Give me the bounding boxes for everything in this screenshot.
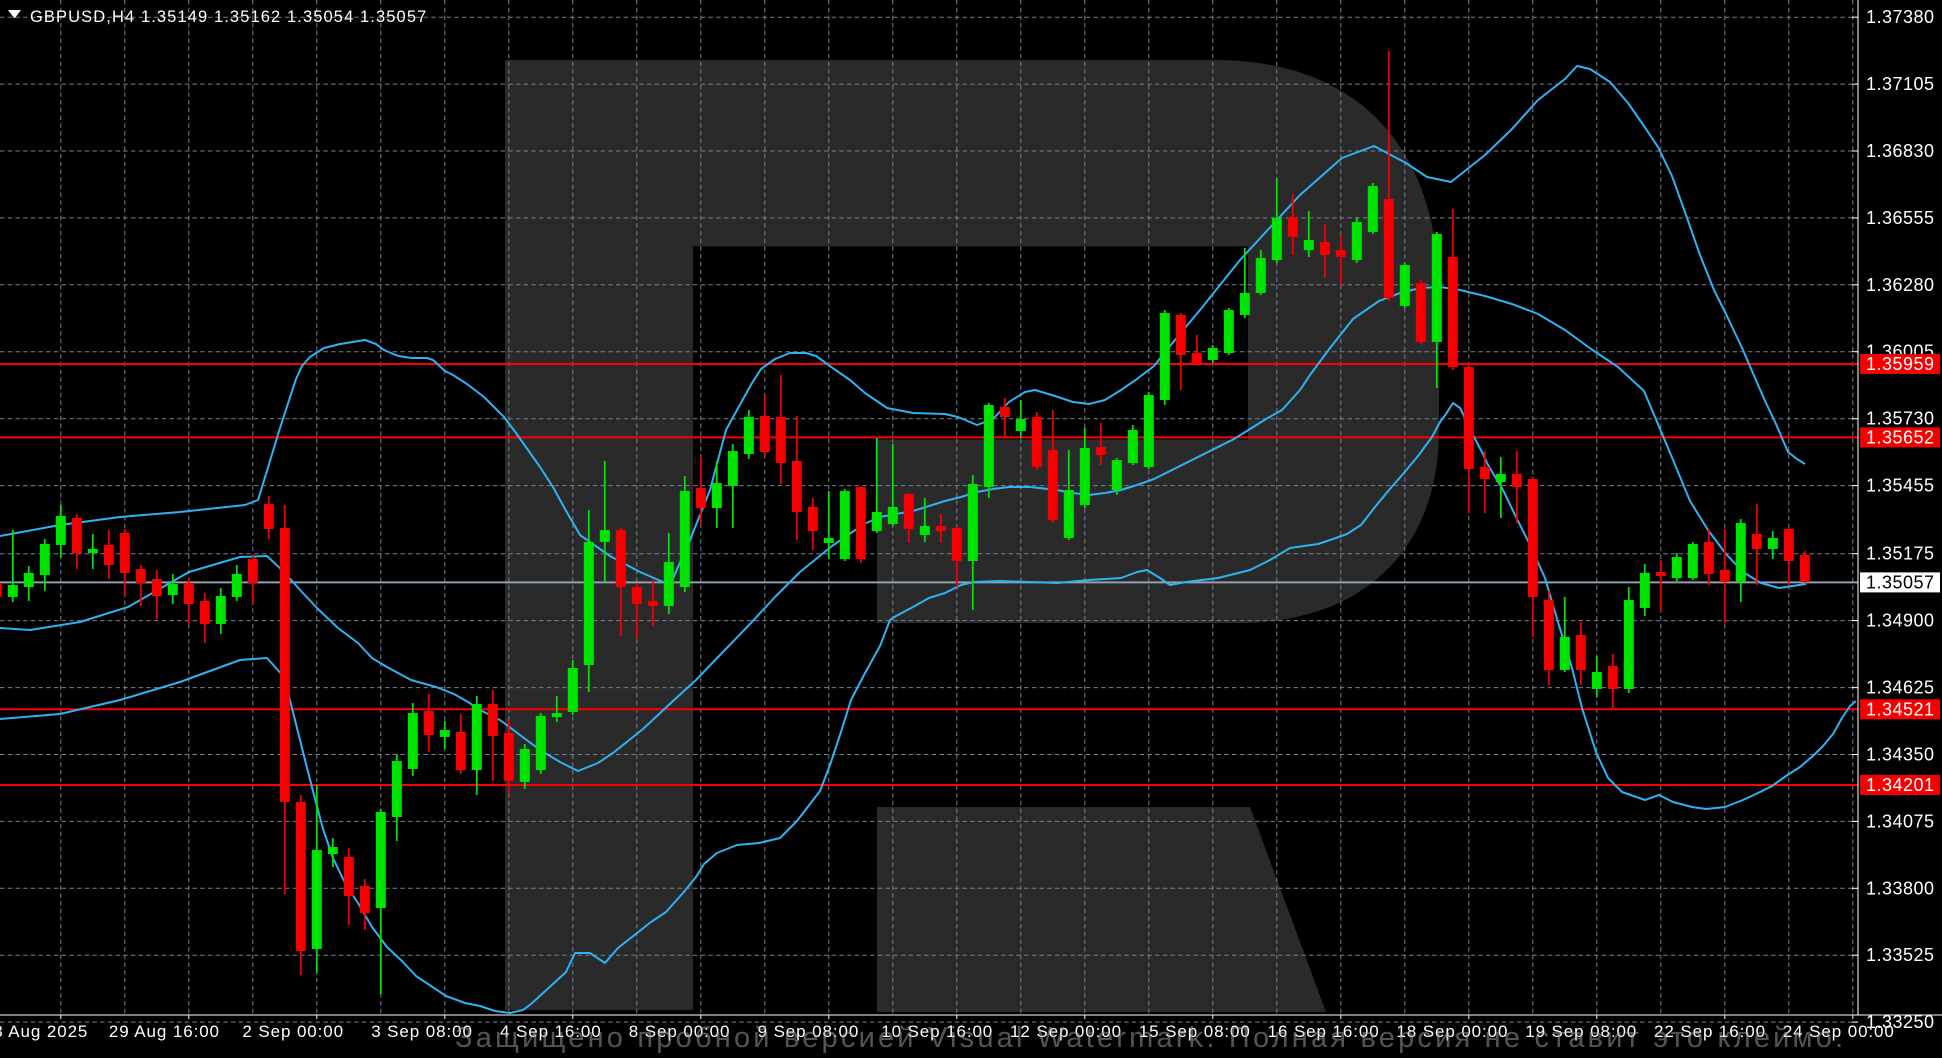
- svg-text:18 Sep 00:00: 18 Sep 00:00: [1396, 1022, 1508, 1041]
- svg-text:1.35730: 1.35730: [1866, 409, 1935, 429]
- svg-text:1.35455: 1.35455: [1866, 476, 1935, 496]
- svg-text:10 Sep 16:00: 10 Sep 16:00: [881, 1022, 993, 1041]
- svg-text:Защищено пробной версией Visua: Защищено пробной версией Visual Watermar…: [455, 1022, 1846, 1054]
- svg-text:1.33525: 1.33525: [1866, 945, 1935, 965]
- svg-text:29 Aug 16:00: 29 Aug 16:00: [109, 1022, 220, 1041]
- svg-text:1.35959: 1.35959: [1866, 354, 1935, 374]
- svg-text:1.37380: 1.37380: [1866, 7, 1935, 27]
- svg-text:2 Sep 00:00: 2 Sep 00:00: [242, 1022, 344, 1041]
- svg-text:16 Sep 16:00: 16 Sep 16:00: [1268, 1022, 1380, 1041]
- svg-text:1.34201: 1.34201: [1866, 775, 1935, 795]
- svg-text:1.35652: 1.35652: [1866, 427, 1935, 447]
- svg-text:12 Sep 00:00: 12 Sep 00:00: [1010, 1022, 1122, 1041]
- svg-text:15 Sep 08:00: 15 Sep 08:00: [1139, 1022, 1251, 1041]
- svg-text:1.33800: 1.33800: [1866, 878, 1935, 898]
- svg-text:8 Sep 00:00: 8 Sep 00:00: [629, 1022, 731, 1041]
- svg-text:1.36555: 1.36555: [1866, 208, 1935, 228]
- svg-text:1.34350: 1.34350: [1866, 745, 1935, 765]
- svg-text:4 Sep 16:00: 4 Sep 16:00: [500, 1022, 602, 1041]
- svg-text:1.34625: 1.34625: [1866, 678, 1935, 698]
- svg-text:1.34521: 1.34521: [1866, 699, 1935, 719]
- svg-text:1.34900: 1.34900: [1866, 611, 1935, 631]
- svg-text:1.36280: 1.36280: [1866, 275, 1935, 295]
- svg-text:1.35057: 1.35057: [1866, 572, 1935, 592]
- svg-text:GBPUSD,H4 1.35149 1.35162 1.3: GBPUSD,H4 1.35149 1.35162 1.35054 1.3505…: [30, 8, 427, 26]
- svg-text:22 Sep 16:00: 22 Sep 16:00: [1654, 1022, 1766, 1041]
- svg-text:1.33250: 1.33250: [1866, 1012, 1935, 1032]
- svg-text:3 Sep 08:00: 3 Sep 08:00: [371, 1022, 473, 1041]
- svg-text:1.37105: 1.37105: [1866, 74, 1935, 94]
- svg-text:19 Sep 08:00: 19 Sep 08:00: [1525, 1022, 1637, 1041]
- svg-text:1.34075: 1.34075: [1866, 811, 1935, 831]
- svg-text:9 Sep 08:00: 9 Sep 08:00: [758, 1022, 860, 1041]
- svg-text:1.36830: 1.36830: [1866, 141, 1935, 161]
- svg-text:1.35175: 1.35175: [1866, 544, 1935, 564]
- svg-text:24 Sep 00:00: 24 Sep 00:00: [1783, 1022, 1895, 1041]
- svg-text:28 Aug 2025: 28 Aug 2025: [0, 1022, 88, 1041]
